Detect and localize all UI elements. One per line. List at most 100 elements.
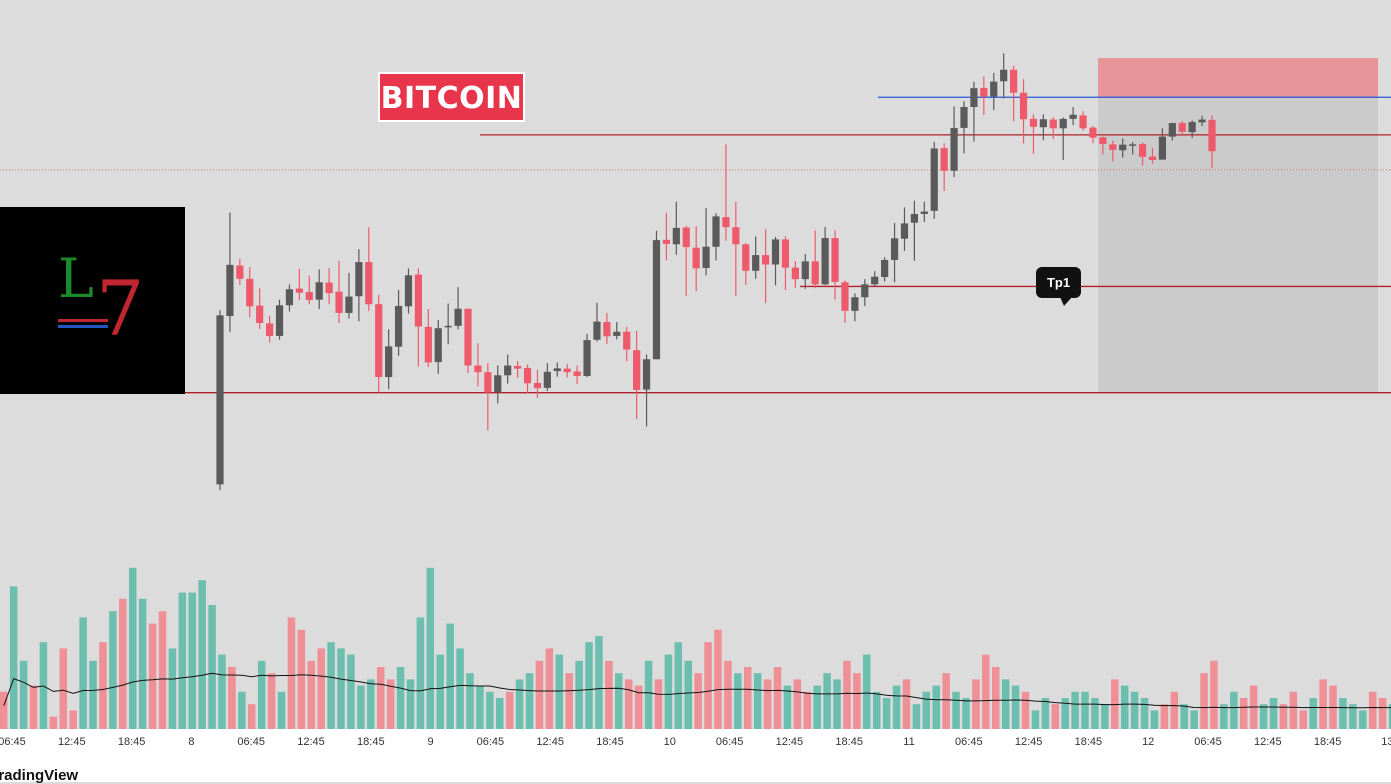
volume-bar: [793, 679, 802, 729]
candle-body: [365, 262, 373, 305]
volume-bar: [446, 623, 454, 729]
candle-body: [821, 238, 829, 285]
volume-bar: [624, 679, 633, 729]
volume-bar: [1378, 698, 1387, 729]
x-tick-label: 10: [664, 736, 676, 748]
candle-body: [1178, 123, 1186, 132]
x-tick-label: 06:45: [716, 736, 744, 748]
volume-bar: [575, 660, 583, 729]
candle-body: [256, 305, 264, 324]
volume-bar: [823, 673, 831, 729]
volume-bar: [376, 667, 385, 729]
candle-body: [623, 331, 631, 350]
volume-bar: [1359, 710, 1367, 729]
volume-bar: [406, 679, 415, 729]
volume-bar: [555, 654, 564, 729]
candle-body: [940, 148, 948, 171]
candle-body: [613, 331, 621, 336]
volume-bar: [615, 673, 623, 729]
volume-bar: [128, 567, 137, 729]
candle-body: [781, 239, 790, 268]
volume-bar: [763, 679, 772, 729]
candle-body: [1000, 69, 1008, 82]
candle-body: [474, 365, 482, 373]
x-tick-label: 18:45: [596, 736, 624, 748]
candle-body: [325, 282, 333, 294]
candle-body: [603, 321, 611, 337]
volume-bar: [158, 611, 167, 729]
volume-bar: [69, 710, 77, 729]
volume-bar: [515, 679, 524, 729]
candle-body: [315, 282, 323, 300]
candle-body: [553, 368, 561, 372]
volume-bar: [803, 691, 812, 729]
volume-bar: [704, 642, 712, 729]
volume-bar: [337, 648, 345, 729]
volume-bar: [565, 673, 573, 729]
stop-loss-zone: [1098, 58, 1378, 98]
volume-bar: [1160, 704, 1169, 729]
volume-bar: [813, 685, 821, 729]
volume-bar: [694, 673, 702, 729]
volume-bar: [505, 691, 514, 729]
volume-bar: [357, 685, 365, 729]
candle-body: [633, 350, 641, 390]
x-tick-label: 06:45: [237, 736, 265, 748]
volume-bar: [962, 698, 970, 729]
volume-bar: [89, 660, 97, 729]
volume-bar: [1368, 691, 1377, 729]
volume-bar: [486, 691, 494, 729]
candle-body: [345, 296, 353, 313]
time-axis-labels: 06:45 12:45 18:45 8 06:45 12:45 18:45 9 06:45 12:…: [0, 736, 1391, 748]
volume-bar: [753, 673, 762, 729]
x-tick-label: 12:45: [297, 736, 325, 748]
volume-bar: [49, 716, 58, 729]
volume-bar: [1091, 698, 1099, 729]
volume-bar: [982, 654, 990, 729]
candle-body: [523, 367, 532, 384]
candle-body: [275, 305, 284, 336]
volume-bar: [744, 667, 752, 729]
volume-bar: [248, 704, 256, 729]
x-tick-label: 06:45: [477, 736, 505, 748]
candle-body: [1019, 92, 1028, 120]
volume-bar: [178, 592, 187, 729]
x-tick-label: 18:45: [1075, 736, 1103, 748]
x-tick-label: 18:45: [1314, 736, 1342, 748]
volume-bar: [1289, 691, 1298, 729]
volume-bar: [1140, 698, 1149, 729]
volume-bar: [396, 667, 405, 729]
volume-bar: [218, 654, 226, 729]
candle-body: [1148, 156, 1157, 160]
tp1-label: Tp1: [1036, 267, 1081, 306]
volume-bar: [952, 691, 960, 729]
candle-body: [563, 368, 571, 373]
volume-bar: [1240, 698, 1248, 729]
volume-bar: [476, 685, 484, 729]
volume-bar: [1210, 660, 1218, 729]
candle-body: [1010, 69, 1018, 93]
volume-bar: [853, 673, 861, 729]
volume-bar: [1230, 691, 1238, 729]
candle-body: [1138, 143, 1147, 157]
x-tick-label: 12:45: [1015, 736, 1043, 748]
volume-bar: [19, 660, 28, 729]
candle-body: [920, 211, 928, 214]
volume-bar: [327, 642, 335, 729]
candle-body: [851, 297, 859, 311]
volume-bar: [1220, 704, 1228, 729]
candle-body: [762, 255, 770, 265]
volume-bar: [942, 673, 950, 729]
candle-body: [672, 227, 680, 245]
logo-number: 7: [96, 264, 144, 353]
candle-body: [1039, 119, 1047, 128]
candle-body: [771, 239, 780, 265]
candle-body: [722, 217, 730, 228]
candle-body: [484, 372, 492, 393]
volume-bar: [79, 617, 87, 729]
candle-body: [404, 275, 413, 307]
candle-body: [375, 304, 383, 378]
volume-bar: [208, 605, 216, 729]
volume-bar: [307, 660, 316, 729]
